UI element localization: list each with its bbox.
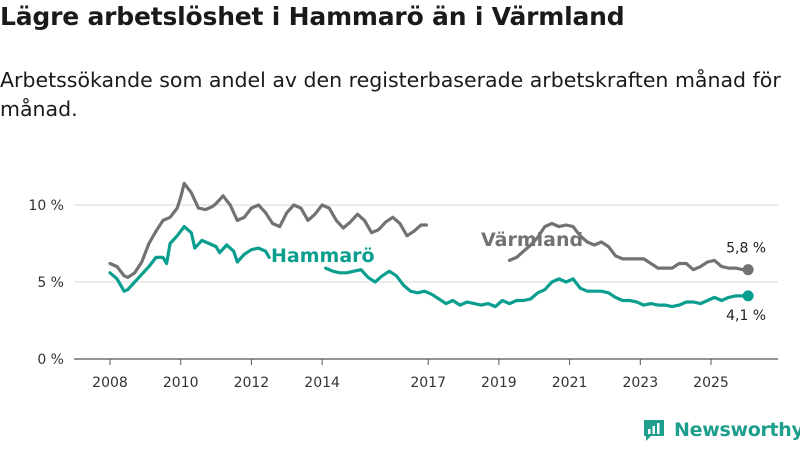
end-value-label-värmland: 5,8 % bbox=[726, 241, 766, 257]
x-tick-label: 2008 bbox=[92, 375, 128, 391]
brand-name: Newsworthy bbox=[674, 419, 800, 441]
y-tick-label: 5 % bbox=[37, 275, 64, 291]
series-line-hammarö bbox=[108, 225, 271, 293]
series-label-varmland: Värmland bbox=[481, 229, 583, 251]
series-layer bbox=[108, 181, 754, 309]
series-line-hammarö bbox=[324, 266, 750, 309]
x-tick-label: 2025 bbox=[693, 375, 729, 391]
x-tick-label: 2017 bbox=[410, 375, 446, 391]
y-tick-label: 10 % bbox=[28, 198, 64, 214]
endpoint-dot-hammarö bbox=[742, 290, 754, 302]
chart-subtitle: Arbetssökande som andel av den registerb… bbox=[0, 68, 781, 121]
grid-layer: 0 % 5 % 10 % 2008 2010 2012 2014 2017 2019 2021 20… bbox=[28, 198, 778, 391]
newsworthy-logo-icon bbox=[644, 420, 664, 441]
x-tick-label: 2012 bbox=[234, 375, 270, 391]
y-tick-label: 0 % bbox=[37, 352, 64, 368]
x-tick-label: 2023 bbox=[622, 375, 658, 391]
brand-logo: Newsworthy bbox=[642, 418, 800, 442]
series-label-hammaro: Hammarö bbox=[271, 245, 375, 267]
x-tick-label: 2021 bbox=[552, 375, 588, 391]
x-tick-label: 2019 bbox=[481, 375, 517, 391]
endpoint-dot-värmland bbox=[742, 264, 754, 276]
series-line-värmland bbox=[108, 181, 428, 279]
label-layer: 5,8 % 4,1 % Värmland Hammarö bbox=[271, 229, 766, 324]
end-value-label-hammarö: 4,1 % bbox=[726, 308, 766, 324]
page-title: Lägre arbetslöshet i Hammarö än i Värmla… bbox=[0, 2, 625, 31]
x-tick-label: 2014 bbox=[304, 375, 340, 391]
x-tick-label: 2010 bbox=[163, 375, 199, 391]
series-line-värmland bbox=[507, 221, 750, 272]
